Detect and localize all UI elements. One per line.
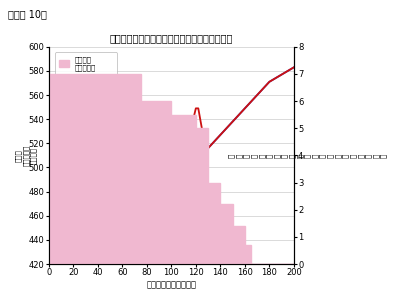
Text: （図表 10）: （図表 10） (8, 9, 47, 19)
Y-axis label: 世帯の
可処分所得
（万円）: 世帯の 可処分所得 （万円） (15, 145, 37, 166)
Title: （妻の年収に対する）世帯の可処分所得の推移: （妻の年収に対する）世帯の可処分所得の推移 (109, 33, 233, 43)
Polygon shape (49, 74, 293, 264)
Y-axis label: 配
偶
者
控
除
廃
止
に
よ
る
世
帯
の
負
担
増
額
（
万
円
）: 配 偶 者 控 除 廃 止 に よ る 世 帯 の 負 担 増 額 （ 万 円 … (228, 153, 386, 157)
X-axis label: 妻の給与収入（万円）: 妻の給与収入（万円） (146, 280, 196, 289)
Legend: 負担増額
（右目盛）, 世帯の可処分
（配偶者控除廃止）, 世帯の可処分
（配偶者控除あり）: 負担増額 （右目盛）, 世帯の可処分 （配偶者控除廃止）, 世帯の可処分 （配偶… (55, 53, 117, 110)
